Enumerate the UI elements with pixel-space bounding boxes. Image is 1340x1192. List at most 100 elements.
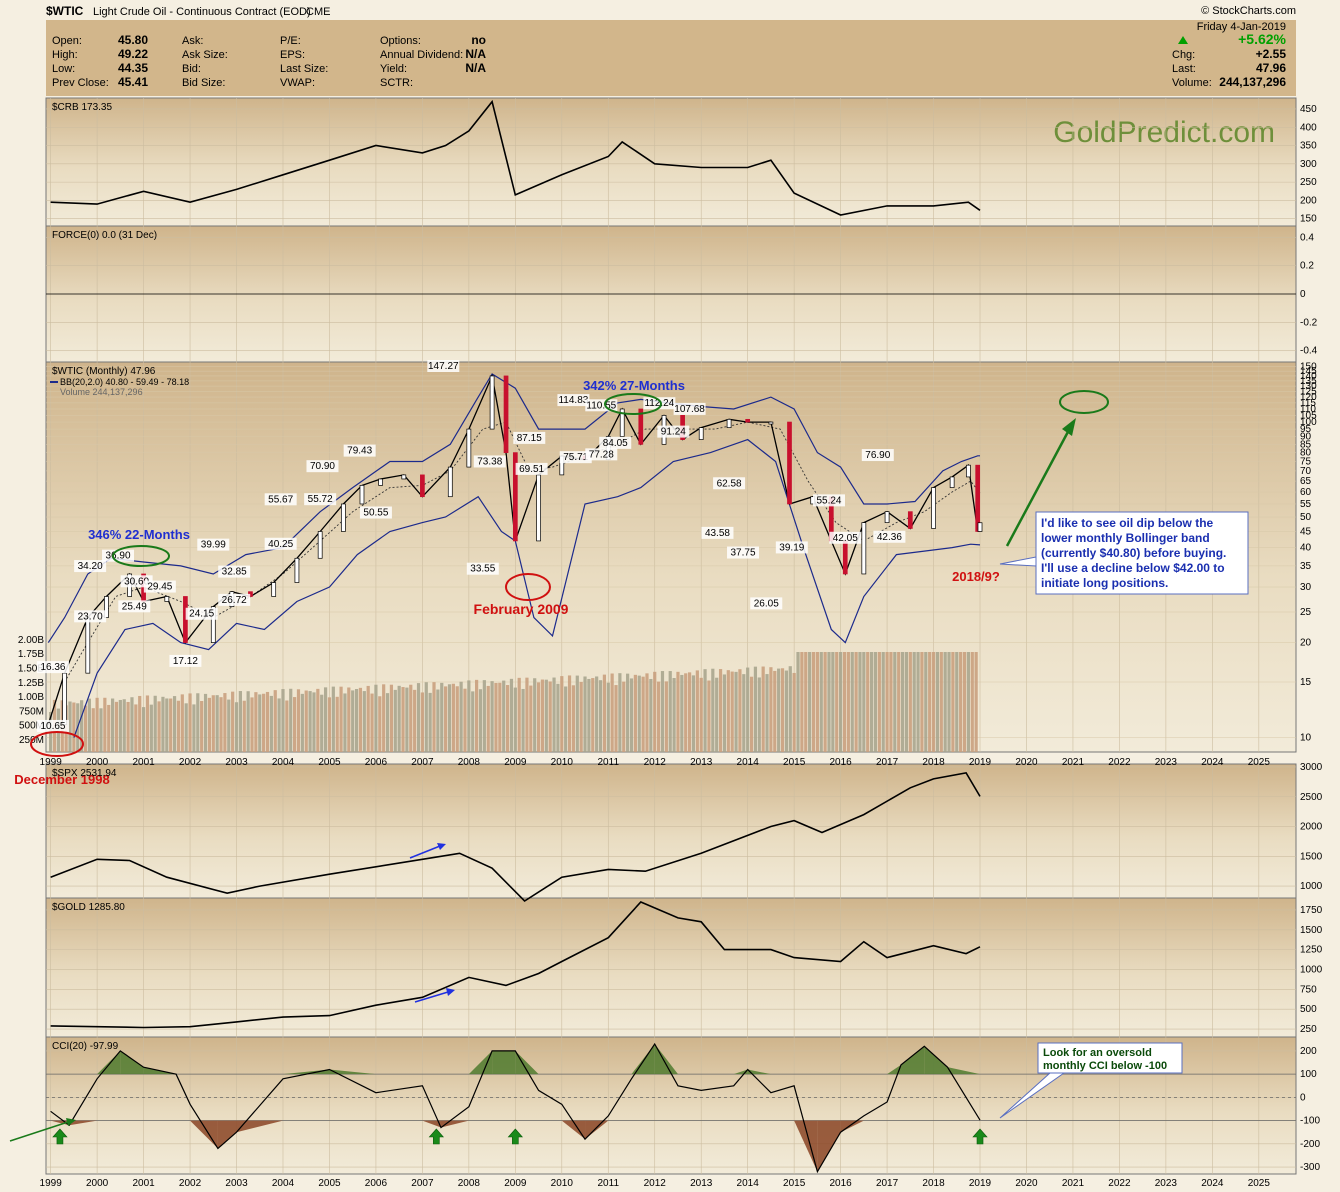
- y-tick-label: 75: [1300, 456, 1312, 467]
- volume-bar: [273, 690, 277, 752]
- wtic-candle: [745, 418, 751, 423]
- wtic-candle: [768, 421, 774, 425]
- volume-bar: [87, 698, 91, 752]
- wtic-candle: [489, 375, 495, 430]
- note-line: lower monthly Bollinger band: [1041, 531, 1210, 545]
- x-tick-label: 2021: [1062, 757, 1085, 768]
- volume-bar: [91, 708, 95, 752]
- y-tick-label: 30: [1300, 582, 1312, 593]
- x-tick-label: 2009: [504, 757, 527, 768]
- low-ellipse-2009: [505, 573, 551, 601]
- x-tick-label: 2018: [922, 757, 945, 768]
- y-tick-label: 1000: [1300, 964, 1323, 975]
- y-tick-label: 450: [1300, 104, 1317, 115]
- volume-bar: [246, 691, 250, 752]
- volume-bar: [351, 690, 355, 752]
- volume-bar: [668, 671, 672, 752]
- cci-overbought-fill: [887, 1064, 902, 1075]
- volume-bar: [765, 674, 769, 752]
- annotation-rally-1999: 346% 22-Months: [88, 527, 190, 542]
- volume-bar: [250, 697, 254, 752]
- header-symbol: $WTIC: [46, 4, 84, 18]
- volume-bar: [707, 680, 711, 752]
- volume-bar: [881, 652, 885, 752]
- price-label: 69.51: [519, 464, 544, 475]
- x-tick-label: 2005: [318, 1178, 341, 1189]
- cci-oversold-fill: [190, 1120, 218, 1149]
- volume-bar: [687, 672, 692, 752]
- note-line: initiate long positions.: [1041, 576, 1168, 590]
- header-panel: [46, 20, 1296, 96]
- x-tick-label: 2008: [458, 1178, 481, 1189]
- y-tick-label: 1250: [1300, 945, 1323, 956]
- wtic-candle: [359, 485, 365, 505]
- y-tick-label: 250: [1300, 177, 1317, 188]
- price-label: 50.55: [363, 508, 388, 519]
- cci-oversold-fill: [817, 1120, 841, 1172]
- header-field-value: 45.80: [118, 33, 148, 47]
- y-tick-label: 110: [1300, 404, 1316, 415]
- volume-bar: [970, 652, 974, 752]
- panel-label: $CRB 173.35: [52, 102, 112, 113]
- y-tick-label: 15: [1300, 677, 1312, 688]
- x-tick-label: 2004: [272, 1178, 295, 1189]
- wtic-candle: [977, 522, 983, 532]
- wtic-candle: [62, 672, 67, 725]
- wtic-candle: [966, 464, 971, 478]
- volume-bar: [393, 689, 397, 752]
- x-tick-label: 2002: [179, 1178, 202, 1189]
- volume-bar: [370, 693, 374, 752]
- y-tick-label: 300: [1300, 159, 1317, 170]
- price-label: 55.67: [268, 494, 293, 505]
- wtic-candle: [447, 466, 453, 498]
- x-tick-label: 1999: [40, 757, 63, 768]
- header-field-label: High:: [52, 49, 78, 61]
- volume-bar: [614, 685, 618, 752]
- cci-oversold-fill: [422, 1120, 441, 1128]
- volume-bar: [316, 688, 320, 752]
- x-tick-label: 2017: [876, 757, 899, 768]
- header-field-value: 44.35: [118, 61, 148, 75]
- volume-bar: [738, 669, 742, 752]
- price-label: 42.36: [877, 532, 902, 543]
- volume-bar: [684, 673, 688, 752]
- cci-series-line: [50, 1042, 981, 1174]
- y-tick-label: 10: [1300, 733, 1312, 744]
- volume-bar: [320, 694, 324, 752]
- price-label: 70.90: [310, 461, 335, 472]
- x-tick-label: 2012: [644, 757, 667, 768]
- y-tick-label: 250: [1300, 1024, 1317, 1035]
- y-tick-label: -300: [1300, 1162, 1320, 1173]
- x-tick-label: 2020: [1015, 757, 1038, 768]
- y-tick-label: 80: [1300, 448, 1312, 459]
- volume-bar: [664, 681, 668, 752]
- wtic-candle: [164, 596, 170, 602]
- y-tick-label: 125: [1300, 386, 1317, 397]
- highlight-ellipse-2000: [112, 545, 170, 567]
- volume-bar: [869, 652, 874, 752]
- volume-bar: [591, 678, 595, 752]
- annotation-december-1998: December 1998: [14, 772, 109, 787]
- y-tick-label: 200: [1300, 195, 1317, 206]
- volume-bar: [509, 678, 514, 752]
- volume-bar: [959, 652, 963, 752]
- volume-bar: [850, 652, 854, 752]
- price-label-bg: [713, 477, 746, 490]
- volume-bar: [80, 700, 84, 752]
- highlight-ellipse-2011: [604, 393, 662, 415]
- up-arrow-icon: [1178, 36, 1188, 44]
- wtic-candle: [341, 503, 346, 532]
- price-label: 87.15: [517, 433, 542, 444]
- volume-bar: [99, 708, 103, 752]
- volume-bar: [749, 676, 754, 752]
- x-tick-label: 2019: [969, 1178, 992, 1189]
- cci-overbought-fill: [97, 1050, 121, 1075]
- price-label-bg: [473, 455, 506, 468]
- volume-bar: [935, 652, 940, 752]
- volume-bar: [792, 672, 796, 752]
- price-label-bg: [812, 494, 845, 507]
- price-label: 17.12: [173, 656, 198, 667]
- volume-bar: [564, 686, 568, 752]
- price-label: 79.43: [347, 446, 372, 457]
